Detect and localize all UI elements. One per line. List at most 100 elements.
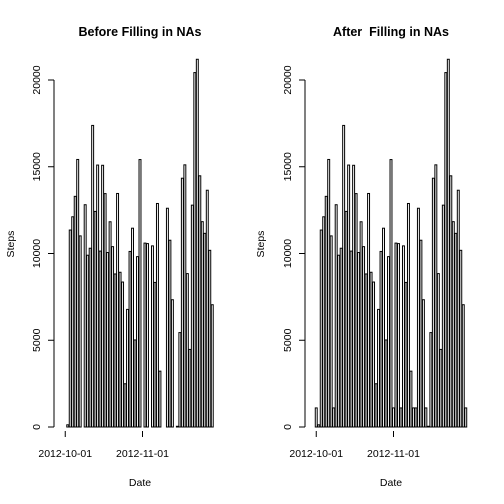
after-bar <box>314 407 318 428</box>
after-bar <box>329 235 333 428</box>
before-bar <box>76 158 80 428</box>
before-bar <box>165 207 169 428</box>
after-bar <box>369 271 373 428</box>
before-bar <box>205 189 209 428</box>
after-y-axis: 0 5000 10000 15000 20000 <box>282 65 306 430</box>
after-bar <box>324 195 328 428</box>
before-bar <box>106 252 110 428</box>
after-bar <box>334 204 338 428</box>
after-bar <box>431 177 435 428</box>
after-bar <box>392 407 395 428</box>
before-bar <box>195 58 199 428</box>
before-bar <box>208 249 212 428</box>
after-x-tick-label: 2012-11-01 <box>367 448 420 460</box>
after-bar <box>399 407 403 428</box>
after-bar <box>406 202 410 428</box>
after-bar <box>434 164 438 428</box>
after-bar <box>327 158 331 428</box>
after-bar <box>414 407 418 428</box>
after-bar <box>424 407 428 428</box>
before-x-axis: 2012-10-01 2012-11-01 <box>38 431 169 460</box>
after-bar <box>439 348 443 428</box>
before-bar <box>88 247 92 428</box>
before-y-axis-label: Steps <box>5 231 17 258</box>
after-bar <box>426 425 430 428</box>
before-bar <box>180 177 184 428</box>
after-bars <box>314 58 468 428</box>
after-bar <box>389 159 393 428</box>
after-panel: After Filling in NAs Date Steps 0 5000 100… <box>255 25 468 489</box>
before-bar <box>73 195 77 428</box>
before-bar <box>83 204 87 428</box>
after-bar <box>317 424 321 428</box>
before-bar <box>93 210 97 428</box>
after-bar <box>337 254 341 428</box>
before-bar <box>178 332 182 428</box>
before-bar <box>116 192 120 428</box>
before-bar <box>136 256 139 428</box>
after-bar <box>359 221 363 428</box>
after-bar <box>322 216 326 428</box>
after-x-tick-label: 2012-10-01 <box>289 448 343 460</box>
before-bar <box>111 246 115 428</box>
before-bar <box>78 235 82 428</box>
before-panel: Before Filling in NAs Date Steps 0 5000 10… <box>5 25 214 489</box>
before-y-tick-label: 15000 <box>31 152 43 181</box>
before-bar <box>183 164 187 428</box>
before-bar <box>131 227 134 428</box>
after-bar <box>441 204 445 428</box>
before-bar <box>150 245 154 428</box>
after-bar <box>354 193 358 428</box>
after-bar <box>451 221 455 428</box>
before-bar <box>190 204 194 428</box>
after-bar <box>332 407 336 428</box>
before-title: Before Filling in NAs <box>79 25 202 39</box>
after-y-tick-label: 20000 <box>282 65 294 94</box>
after-bar <box>454 232 458 428</box>
after-bar <box>459 249 463 428</box>
after-bar <box>449 175 453 428</box>
after-bar <box>357 252 361 428</box>
before-bar <box>203 232 207 428</box>
before-bar <box>128 250 132 428</box>
after-y-tick-label: 15000 <box>282 152 294 181</box>
after-bar <box>387 256 390 428</box>
after-y-tick-label: 5000 <box>282 328 294 352</box>
after-bar <box>374 383 378 428</box>
after-bar <box>352 164 356 428</box>
before-bar <box>91 124 95 428</box>
before-bar <box>118 271 122 428</box>
after-bar <box>419 239 423 428</box>
before-bar <box>126 308 130 428</box>
after-bar <box>367 192 371 428</box>
after-bar <box>342 124 346 428</box>
before-bar <box>146 243 149 428</box>
after-bar <box>362 246 366 428</box>
before-x-axis-label: Date <box>129 477 151 489</box>
before-bar <box>188 348 192 428</box>
after-bar <box>339 247 343 428</box>
before-bar <box>66 424 70 428</box>
after-bar <box>421 299 425 428</box>
before-bar <box>86 254 90 428</box>
before-bar <box>200 221 204 428</box>
after-x-axis: 2012-10-01 2012-11-01 <box>289 431 420 460</box>
after-bar <box>409 370 413 428</box>
before-bar <box>68 229 72 428</box>
after-title: After Filling in NAs <box>333 25 449 39</box>
after-bar <box>397 243 400 428</box>
before-bar <box>133 339 137 428</box>
before-bar <box>153 281 157 428</box>
before-bar <box>123 383 127 428</box>
after-bar <box>347 164 351 428</box>
before-bars <box>66 58 214 428</box>
before-bar <box>198 175 202 428</box>
after-bar <box>436 273 440 428</box>
before-bar <box>121 281 125 428</box>
after-bar <box>416 207 420 428</box>
after-bar <box>461 304 465 428</box>
after-bar <box>372 281 376 428</box>
before-bar <box>185 273 189 428</box>
before-bar <box>155 202 159 428</box>
